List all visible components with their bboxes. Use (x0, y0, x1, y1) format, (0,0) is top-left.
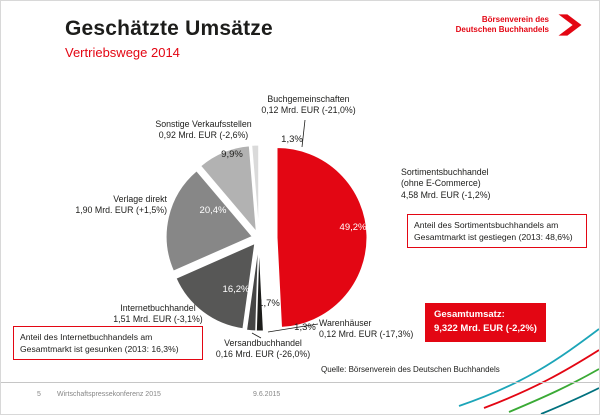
pie-pct-label: 49,2% (340, 222, 367, 233)
note-line: Gesamtmarkt ist gestiegen (2013: 48,6%) (414, 232, 573, 243)
note-sortiment-share: Anteil des Sortimentsbuchhandels am Gesa… (407, 214, 587, 249)
callout-label: Sortimentsbuchhandel (401, 167, 489, 177)
leader-line (267, 323, 319, 333)
note-line: Anteil des Sortimentsbuchhandels am (414, 220, 559, 230)
callout-label: Versandbuchhandel (224, 338, 302, 348)
pie-pct-label: 9,9% (221, 149, 243, 160)
callout-verlage-direkt: Verlage direkt 1,90 Mrd. EUR (+1,5%) (27, 194, 167, 217)
note-line: Anteil des Internetbuchhandels am (20, 332, 153, 342)
logo-line1: Börsenverein des (481, 15, 549, 24)
callout-sortimentsbuchhandel: Sortimentsbuchhandel (ohne E-Commerce) 4… (401, 167, 576, 201)
callout-label: Sonstige Verkaufsstellen (155, 119, 252, 129)
pie-pct-label: 1,3% (294, 322, 316, 333)
footer-event: Wirtschaftspressekonferenz 2015 (57, 391, 161, 398)
callout-value: 0,16 Mrd. EUR (-26,0%) (215, 349, 311, 360)
logo-text: Börsenverein des Deutschen Buchhandels (456, 15, 549, 35)
boersenverein-logo: Börsenverein des Deutschen Buchhandels (456, 11, 585, 39)
leader-line (301, 119, 306, 148)
callout-label: Warenhäuser (319, 318, 372, 328)
page-subtitle: Vertriebswege 2014 (65, 45, 180, 60)
footer: 5 Wirtschaftspressekonferenz 2015 9.6.20… (1, 382, 599, 414)
callout-value: 4,58 Mrd. EUR (-1,2%) (401, 189, 491, 200)
pie-slice-2 (245, 244, 259, 332)
callout-warenhaeuser: Warenhäuser 0,12 Mrd. EUR (-17,3%) (319, 318, 459, 341)
page-title: Geschätzte Umsätze (65, 17, 273, 40)
source-note: Quelle: Börsenverein des Deutschen Buchh… (321, 365, 500, 374)
callout-value: 0,12 Mrd. EUR (-21,0%) (261, 105, 356, 116)
pie-slice-1 (255, 244, 264, 332)
pie-slice-4 (165, 170, 253, 272)
footer-date: 9.6.2015 (253, 391, 281, 398)
callout-label: Verlage direkt (113, 194, 167, 204)
callout-label: Buchgemeinschaften (267, 94, 350, 104)
callout-value: 0,92 Mrd. EUR (-2,6%) (158, 130, 249, 141)
logo-line2: Deutschen Buchhandels (455, 25, 549, 34)
callout-value: 1,90 Mrd. EUR (+1,5%) (75, 205, 167, 216)
callout-label2: (ohne E-Commerce) (401, 178, 481, 189)
pie-pct-label: 20,4% (200, 205, 227, 216)
logo-mark-icon (558, 14, 582, 36)
total-label: Gesamtumsatz: (434, 309, 505, 320)
callout-versandbuchhandel: Versandbuchhandel 0,16 Mrd. EUR (-26,0%) (181, 338, 345, 361)
callout-value: 1,51 Mrd. EUR (-3,1%) (113, 314, 203, 325)
pie-pct-label: 1,7% (258, 298, 280, 309)
callout-value: 0,12 Mrd. EUR (-17,3%) (319, 329, 414, 340)
total-revenue-box: Gesamtumsatz: 9,322 Mrd. EUR (-2,2%) (425, 303, 546, 342)
callout-internetbuchhandel: Internetbuchhandel 1,51 Mrd. EUR (-3,1%) (76, 303, 240, 326)
pie-slice-5 (199, 145, 257, 234)
pie-slice-6 (251, 144, 260, 232)
callout-buchgemeinschaften: Buchgemeinschaften 0,12 Mrd. EUR (-21,0%… (226, 94, 391, 117)
pie-slice-0 (276, 147, 368, 328)
footer-page-number: 5 (37, 391, 41, 398)
callout-sonstige-verkaufsstellen: Sonstige Verkaufsstellen 0,92 Mrd. EUR (… (116, 119, 291, 142)
callout-label: Internetbuchhandel (120, 303, 196, 313)
total-value: 9,322 Mrd. EUR (-2,2%) (434, 323, 537, 335)
pie-pct-label: 16,2% (223, 284, 250, 295)
decorative-curves-icon (458, 328, 599, 414)
note-internet-share: Anteil des Internetbuchhandels am Gesamt… (13, 326, 203, 361)
note-line: Gesamtmarkt ist gesunken (2013: 16,3%) (20, 344, 179, 355)
